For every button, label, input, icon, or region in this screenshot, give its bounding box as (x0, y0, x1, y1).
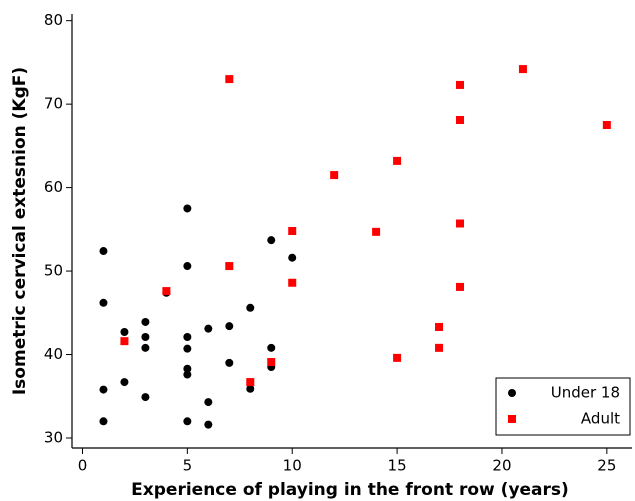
point (288, 253, 297, 262)
point (288, 227, 297, 235)
point (393, 353, 402, 362)
point (99, 298, 108, 307)
point (162, 287, 171, 296)
point (246, 384, 255, 393)
point (141, 343, 150, 352)
y-tick-label: 30 (44, 428, 63, 446)
point (204, 398, 213, 407)
y-tick-label: 40 (44, 345, 63, 363)
point (183, 417, 192, 426)
point (435, 322, 444, 331)
x-tick-label: 20 (492, 457, 511, 475)
point (183, 332, 192, 341)
legend-marker (508, 415, 516, 423)
point (99, 385, 108, 394)
point (456, 80, 465, 89)
point (99, 247, 108, 256)
x-tick-label: 15 (388, 457, 407, 475)
point (225, 358, 234, 367)
point (225, 75, 234, 84)
legend-box (495, 377, 631, 436)
point (267, 358, 276, 367)
point (120, 337, 129, 346)
x-axis-title: Experience of playing in the front row (… (131, 480, 569, 500)
point (456, 115, 465, 124)
point (602, 121, 611, 130)
x-tick-label: 25 (597, 457, 616, 475)
y-tick-label: 60 (44, 178, 63, 196)
point (456, 219, 465, 228)
point (141, 393, 150, 402)
x-tick-label: 10 (283, 457, 302, 475)
point (120, 327, 129, 336)
point (99, 417, 108, 426)
point (393, 156, 402, 165)
legend-label: Adult (581, 410, 620, 428)
x-tick-label: 0 (78, 457, 88, 475)
point (246, 303, 255, 312)
point (204, 420, 213, 429)
point (141, 332, 150, 341)
point (183, 364, 192, 373)
legend-marker (508, 389, 516, 397)
point (225, 262, 234, 271)
point (267, 236, 276, 245)
point (246, 378, 255, 387)
x-tick-label: 5 (183, 457, 193, 475)
point (372, 227, 381, 236)
y-tick-label: 50 (44, 262, 63, 280)
legend-label: Under 18 (551, 384, 620, 402)
point (141, 317, 150, 326)
point (183, 262, 192, 271)
y-axis-title: Isometric cervical extesnion (KgF) (10, 67, 30, 395)
y-tick-label: 70 (44, 95, 63, 113)
point (435, 343, 444, 352)
point (518, 65, 527, 74)
point (330, 171, 339, 180)
point (456, 282, 465, 291)
point (267, 343, 276, 352)
point (183, 344, 192, 353)
point (204, 324, 213, 333)
point (183, 370, 192, 379)
point (120, 378, 129, 387)
point (288, 278, 297, 287)
point (183, 204, 192, 213)
point (225, 322, 234, 331)
y-tick-label: 80 (44, 11, 63, 29)
